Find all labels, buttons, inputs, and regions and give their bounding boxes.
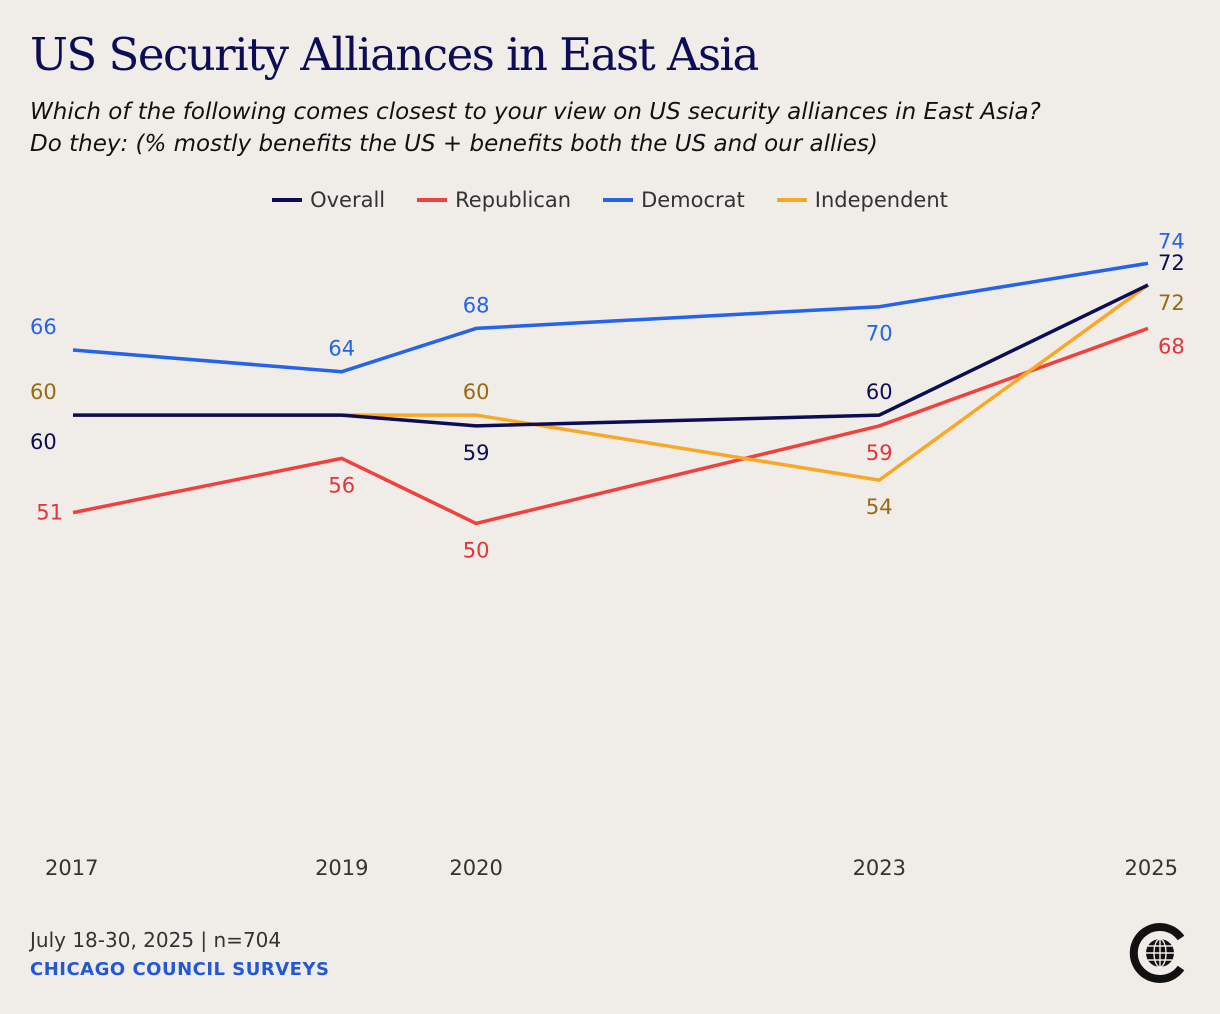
legend-label-republican: Republican — [455, 188, 572, 212]
chart-title: US Security Alliances in East Asia — [30, 28, 759, 81]
legend-swatch-democrat — [603, 198, 634, 202]
data-label-republican-2025: 68 — [1158, 334, 1185, 358]
data-label-democrat-2020: 68 — [463, 293, 490, 317]
data-label-overall-2017: 60 — [30, 430, 57, 454]
line-chart: 60 59 60 72 51 56 50 59 68 66 64 68 70 74 60 60 54 72 2017… — [30, 229, 1185, 880]
legend: Overall Republican Democrat Independent — [0, 188, 1220, 212]
globe-c-icon — [1129, 923, 1185, 983]
data-label-democrat-2023: 70 — [866, 322, 893, 346]
data-label-republican-2017: 51 — [36, 501, 63, 525]
source-label: CHICAGO COUNCIL SURVEYS — [30, 959, 330, 980]
legend-item-independent: Independent — [776, 188, 948, 212]
data-label-republican-2023: 59 — [866, 441, 893, 465]
legend-swatch-independent — [776, 198, 807, 202]
data-label-democrat-2025: 74 — [1158, 229, 1185, 253]
legend-swatch-republican — [417, 198, 448, 202]
data-label-overall-2020: 59 — [463, 441, 490, 465]
x-tick-2020: 2020 — [449, 856, 502, 880]
subtitle-line-2: Do they: (% mostly benefits the US + ben… — [30, 131, 878, 157]
series-line-overall — [73, 283, 1149, 428]
data-label-overall-2025: 72 — [1158, 251, 1185, 275]
legend-item-overall: Overall — [272, 188, 385, 212]
legend-item-democrat: Democrat — [603, 188, 745, 212]
data-label-republican-2019: 56 — [328, 473, 355, 497]
x-tick-2017: 2017 — [45, 856, 98, 880]
series-line-democrat — [72, 261, 1149, 374]
legend-label-independent: Independent — [814, 188, 948, 212]
data-label-overall-2023: 60 — [866, 380, 893, 404]
legend-swatch-overall — [272, 198, 303, 202]
legend-label-democrat: Democrat — [641, 188, 745, 212]
data-label-independent-2017: 60 — [30, 380, 57, 404]
data-label-independent-2025: 72 — [1158, 291, 1185, 315]
series-line-independent — [73, 283, 1150, 482]
data-label-democrat-2017: 66 — [30, 315, 57, 339]
data-label-independent-2023: 54 — [866, 495, 893, 519]
x-tick-2023: 2023 — [853, 856, 906, 880]
data-label-democrat-2019: 64 — [328, 337, 355, 361]
series-line-republican — [72, 326, 1149, 526]
x-tick-2019: 2019 — [315, 856, 368, 880]
legend-item-republican: Republican — [417, 188, 571, 212]
chart-subtitle: Which of the following comes closest to … — [30, 96, 1200, 160]
x-tick-2025: 2025 — [1125, 856, 1178, 880]
legend-label-overall: Overall — [310, 188, 386, 212]
data-label-independent-2020: 60 — [463, 380, 490, 404]
survey-date: July 18-30, 2025 | n=704 — [30, 928, 282, 952]
subtitle-line-1: Which of the following comes closest to … — [30, 99, 1041, 125]
data-label-republican-2020: 50 — [463, 538, 490, 562]
